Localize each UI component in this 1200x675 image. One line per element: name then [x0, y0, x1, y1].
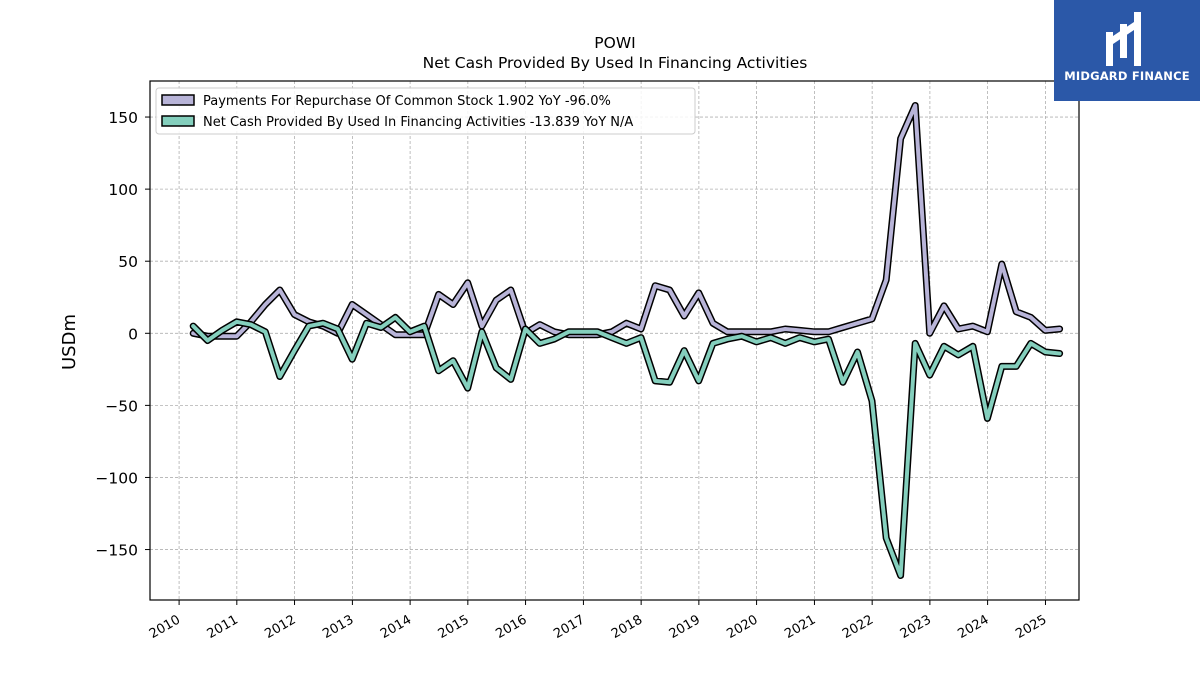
- x-tick-label: 2011: [205, 612, 241, 642]
- y-tick-label: −50: [105, 397, 138, 415]
- y-tick-label: 0: [128, 325, 138, 343]
- chart-subtitle: Net Cash Provided By Used In Financing A…: [423, 54, 808, 72]
- legend-swatch-financing: [161, 115, 195, 127]
- y-tick-label: −100: [95, 469, 138, 487]
- series-layer: [189, 102, 1064, 579]
- financing-line: [191, 315, 1062, 578]
- y-ticks: −150 −100 −50 0 50 100 150: [95, 109, 150, 560]
- legend-box: [155, 87, 696, 135]
- x-tick-label: 2016: [493, 612, 529, 642]
- x-tick-label: 2017: [551, 612, 587, 642]
- x-ticks: 2010 2011 2012 2013 2014 2015 2016 2017 2018 2019…: [147, 600, 1049, 642]
- x-tick-label: 2014: [378, 612, 414, 642]
- x-tick-label: 2020: [724, 612, 760, 642]
- x-tick-label: 2013: [320, 612, 356, 642]
- x-tick-label: 2022: [840, 612, 876, 642]
- plot-frame: [149, 80, 1080, 601]
- x-tick-label: 2010: [147, 612, 183, 642]
- x-tick-label: 2024: [955, 612, 991, 642]
- x-tick-label: 2015: [436, 612, 472, 642]
- x-tick-label: 2021: [782, 612, 818, 642]
- logo-text: MIDGARD FINANCE: [1064, 69, 1190, 83]
- x-tick-label: 2012: [262, 612, 298, 642]
- repurchase-line: [191, 103, 1062, 339]
- y-axis-label: USDm: [59, 314, 80, 370]
- y-tick-label: 150: [108, 109, 138, 127]
- y-tick-label: −150: [95, 542, 138, 560]
- chart-title: POWI: [594, 34, 635, 52]
- grid: [150, 81, 1079, 600]
- legend: Payments For Repurchase Of Common Stock …: [155, 87, 696, 135]
- x-tick-label: 2018: [609, 612, 645, 642]
- legend-label-repurchase: Payments For Repurchase Of Common Stock …: [203, 94, 611, 109]
- y-tick-label: 50: [118, 253, 138, 271]
- x-tick-label: 2019: [667, 612, 703, 642]
- midgard-finance-logo: MIDGARD FINANCE: [1054, 0, 1200, 101]
- y-tick-label: 100: [108, 181, 138, 199]
- legend-swatch-repurchase: [161, 94, 195, 106]
- x-tick-label: 2023: [898, 612, 934, 642]
- series-repurchase-line: [189, 102, 1064, 340]
- midgard-logo-icon: [1106, 12, 1141, 66]
- legend-label-financing: Net Cash Provided By Used In Financing A…: [203, 115, 633, 130]
- series-financing-line: [189, 313, 1064, 579]
- x-tick-label: 2025: [1013, 612, 1049, 642]
